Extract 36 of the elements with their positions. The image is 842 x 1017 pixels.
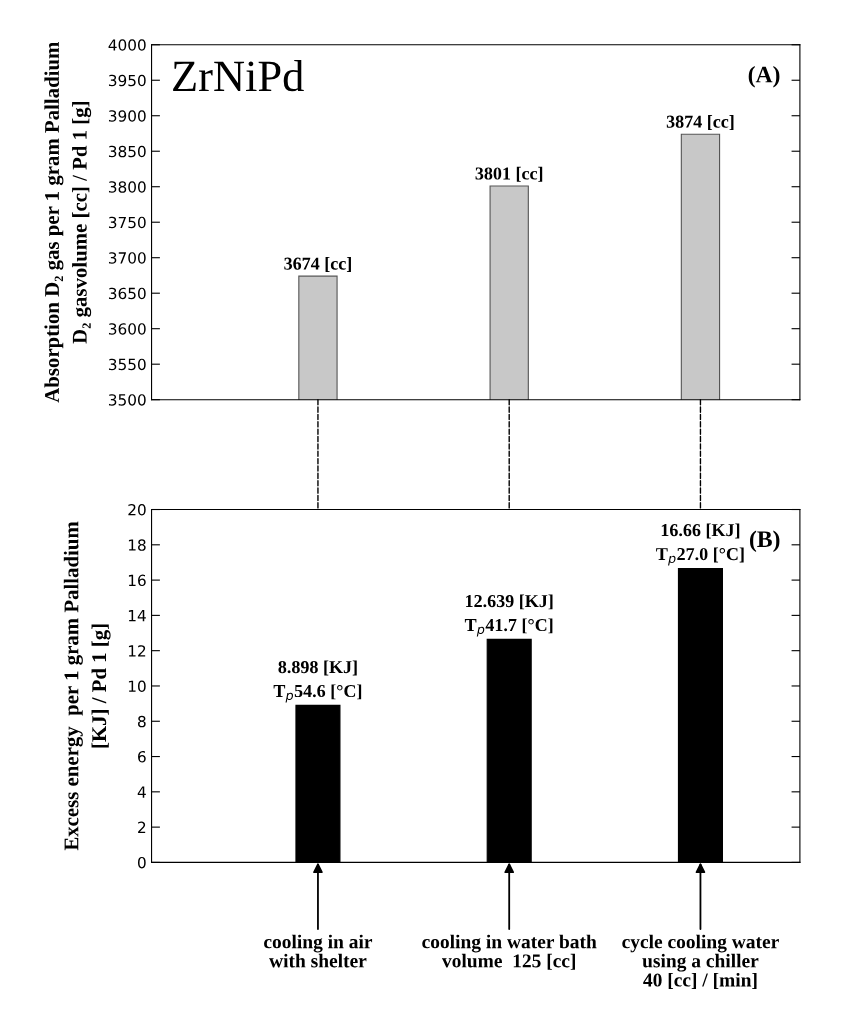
- y-tick-label: 20: [128, 503, 146, 516]
- data-label: 3674 [cc]: [284, 257, 351, 272]
- y-tick-label: 3850: [108, 145, 146, 158]
- data-label: 3874 [cc]: [666, 115, 734, 130]
- x-tick-label: cycle cooling water using a chiller 40 [cc] / [min]: [622, 934, 779, 989]
- y-tick-label: 16: [128, 574, 146, 587]
- y-tick-label: 18: [128, 539, 146, 551]
- y-tick-label: 3750: [108, 216, 146, 229]
- y-tick-label: 8: [138, 715, 146, 728]
- annotation: ZrNiPd: [173, 60, 304, 92]
- y-tick-label: 3700: [108, 252, 146, 264]
- x-tick-label: cooling in air with shelter: [264, 934, 373, 968]
- data-label: 16.66 [KJ] T$_{p}$27.0 [°C]: [656, 523, 744, 566]
- y-tick-label: 14: [128, 610, 146, 622]
- data-label: 8.898 [KJ] T$_{p}$54.6 [°C]: [273, 660, 362, 703]
- x-tick-label: cooling in water bath volume 125 [cc]: [422, 934, 597, 970]
- y-tick-label: 3950: [108, 74, 146, 87]
- y-tick-label: 3550: [108, 358, 146, 371]
- annotation: (B): [750, 530, 780, 552]
- y-tick-label: 6: [138, 751, 146, 763]
- data-label: 3801 [cc]: [475, 166, 543, 182]
- y-tick-label: 4000: [108, 39, 146, 51]
- y-tick-label: 3800: [108, 181, 146, 193]
- y-tick-label: 3650: [108, 287, 146, 300]
- y-tick-label: 3900: [108, 110, 146, 122]
- y-tick-label: 10: [128, 680, 146, 692]
- y-tick-label: 4: [137, 786, 146, 798]
- data-label: 12.639 [KJ] T$_{p}$41.7 [°C]: [464, 594, 553, 637]
- annotation: (A): [748, 65, 780, 88]
- y-tick-label: 0: [137, 856, 146, 869]
- y-tick-label: 2: [138, 821, 146, 833]
- y-tick-label: 12: [128, 645, 146, 657]
- y-axis-title: Absorption D₂ gas per 1 gram Palladium D₂ gasvolume [cc] / Pd 1 [g]: [44, 41, 92, 403]
- y-axis-title: Excess energy per 1 gram Palladium [KJ] / Pd 1 [g]: [63, 521, 111, 851]
- y-tick-label: 3600: [108, 323, 146, 335]
- y-tick-label: 3500: [108, 394, 146, 406]
